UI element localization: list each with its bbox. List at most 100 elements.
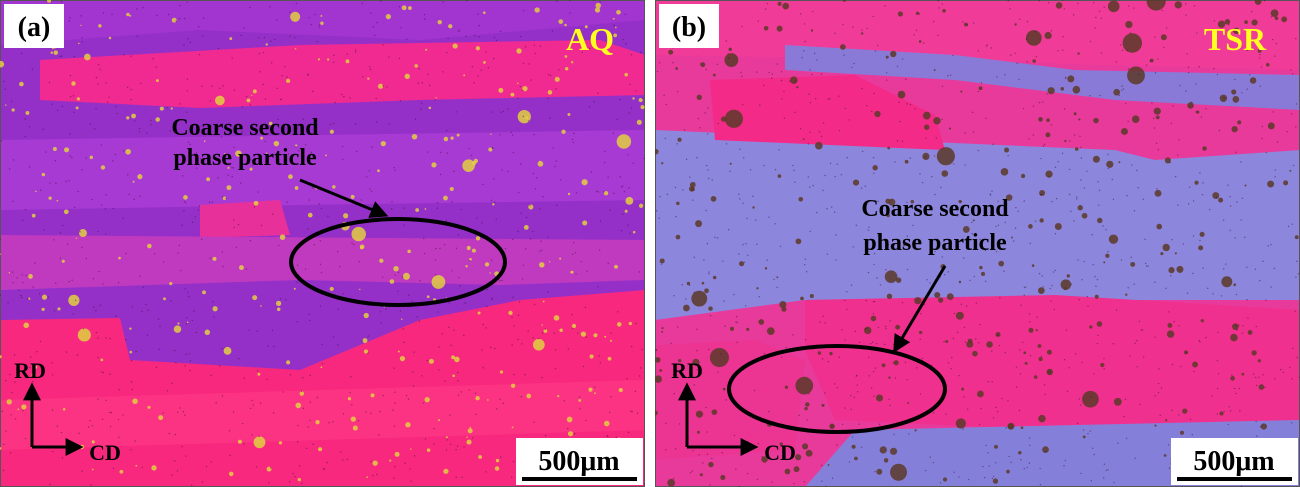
pit (1090, 396, 1092, 398)
pit (824, 392, 826, 394)
pit (437, 311, 439, 313)
pit (908, 433, 910, 435)
pit (350, 376, 352, 378)
pit (592, 0, 595, 1)
particle (131, 113, 136, 119)
pit (353, 243, 355, 246)
particle (604, 335, 607, 338)
pit (1042, 286, 1044, 288)
pit (99, 304, 102, 306)
particle (401, 5, 407, 11)
pit (610, 332, 612, 334)
pit (824, 322, 826, 324)
particle (690, 187, 695, 192)
pit (1255, 325, 1257, 328)
pit (43, 229, 45, 231)
pit (217, 177, 219, 179)
particle (1077, 52, 1080, 55)
pit (884, 325, 887, 328)
particle (108, 36, 112, 40)
pit (599, 220, 602, 222)
particle (1037, 344, 1042, 348)
pit (1259, 53, 1261, 56)
pit (294, 476, 296, 478)
pit (1080, 472, 1082, 475)
pit (1073, 134, 1076, 136)
pit (1254, 268, 1257, 271)
pit (1127, 5, 1130, 7)
pit (257, 191, 259, 193)
pit (446, 439, 448, 441)
pit (1142, 198, 1144, 201)
pit (975, 338, 977, 340)
pit (72, 313, 74, 315)
pit (973, 22, 975, 24)
pit (807, 143, 810, 145)
pit (641, 97, 644, 99)
pit (764, 8, 767, 10)
particle (781, 306, 787, 312)
particle (793, 466, 800, 473)
particle (78, 42, 80, 45)
pit (251, 399, 253, 402)
pit (1154, 281, 1156, 284)
particle (424, 396, 430, 403)
particle (428, 106, 432, 110)
particle (253, 436, 266, 449)
pit (1093, 453, 1095, 456)
pit (435, 247, 437, 250)
pit (264, 98, 267, 100)
pit (953, 163, 955, 165)
pit (665, 103, 668, 106)
pit (527, 120, 530, 122)
pit (513, 373, 515, 376)
pit (597, 92, 599, 94)
pit (388, 123, 391, 125)
pit (886, 72, 888, 74)
pit (876, 277, 878, 279)
pit (264, 140, 266, 143)
pit (927, 206, 929, 208)
pit (841, 423, 844, 426)
pit (997, 334, 999, 336)
pit (500, 111, 502, 114)
particle (839, 44, 846, 50)
pit (305, 447, 308, 450)
particle (897, 11, 903, 17)
pit (288, 481, 291, 483)
particle (1155, 115, 1160, 120)
pit (1107, 167, 1110, 170)
pit (333, 122, 335, 125)
particle (1281, 16, 1288, 23)
pit (51, 374, 54, 376)
pit (253, 206, 256, 208)
pit (1080, 179, 1082, 181)
pit (1200, 116, 1203, 118)
particle (79, 444, 85, 450)
particle (1018, 450, 1022, 455)
particle (1231, 126, 1238, 133)
pit (460, 391, 463, 393)
pit (122, 414, 124, 416)
particle (408, 6, 412, 10)
pit (969, 279, 971, 282)
particle (25, 110, 30, 115)
pit (779, 245, 782, 248)
pit (1127, 287, 1129, 289)
particle (299, 391, 305, 396)
pit (481, 222, 483, 224)
particle (798, 196, 804, 202)
pit (1193, 370, 1195, 373)
pit (638, 375, 641, 377)
particle (8, 272, 11, 274)
particle (71, 81, 76, 86)
pit (1076, 422, 1079, 425)
pit (1174, 175, 1177, 178)
pit (1178, 414, 1180, 416)
pit (82, 328, 85, 330)
particle (810, 29, 814, 32)
pit (1121, 85, 1123, 87)
pit (735, 321, 737, 323)
pit (793, 169, 795, 172)
